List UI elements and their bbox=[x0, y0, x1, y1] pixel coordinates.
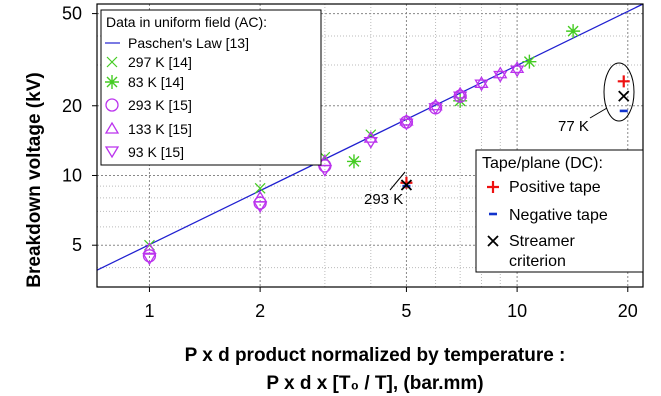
grid bbox=[97, 4, 643, 287]
point-93-k-15 bbox=[317, 164, 333, 177]
point-93-k-15 bbox=[142, 253, 157, 266]
y-tick-label: 20 bbox=[62, 96, 82, 116]
legend-marker-83k bbox=[105, 75, 119, 89]
point-93-k-15 bbox=[509, 65, 525, 78]
x-axis-label-line1: P x d product normalized by temperature … bbox=[185, 345, 566, 366]
annotation-77k-ellipse bbox=[603, 62, 635, 122]
point-133-k-15 bbox=[453, 86, 468, 99]
x-tick-label: 2 bbox=[255, 301, 265, 321]
point-297-k-14 bbox=[254, 182, 266, 194]
legend-ac-entry-133k: 133 K [15] bbox=[128, 121, 192, 137]
legend-marker-133k bbox=[104, 121, 120, 134]
point-83-k-14 bbox=[522, 54, 537, 69]
point-93-k-15 bbox=[252, 201, 268, 214]
point-133-k-15 bbox=[428, 98, 443, 111]
axis-ticks: 1 2 5 10 20 5 10 20 50 bbox=[62, 4, 638, 321]
y-tick-label: 10 bbox=[62, 165, 82, 185]
legend-marker-293k bbox=[105, 98, 119, 112]
legend-ac-entry-paschen: Paschen's Law [13] bbox=[128, 35, 249, 51]
point-133-k-15 bbox=[509, 61, 525, 74]
x-tick-label: 1 bbox=[144, 301, 154, 321]
x-axis-label-line2: P x d x [T₀ / T], (bar.mm) bbox=[266, 373, 483, 394]
x-tick-label: 10 bbox=[507, 301, 527, 321]
annotation-77k-leader bbox=[589, 107, 608, 119]
legend-ac-title: Data in uniform field (AC): bbox=[106, 14, 267, 30]
legend-dc-entry-criterion: criterion bbox=[509, 253, 566, 270]
legend-marker-positive bbox=[487, 181, 499, 193]
point-133-k-15 bbox=[142, 242, 157, 254]
point-293-k-15 bbox=[142, 249, 157, 263]
point-133-k-15 bbox=[474, 76, 489, 88]
annotation-293k-leader bbox=[389, 171, 406, 191]
y-axis-label: Breakdown voltage (kV) bbox=[24, 72, 45, 287]
legend-ac-entry-297k: 297 K [14] bbox=[128, 54, 192, 70]
point-streamer-criterion bbox=[618, 90, 630, 102]
point-positive-tape bbox=[617, 75, 630, 88]
plot-frame bbox=[96, 3, 644, 288]
point-93-k-15 bbox=[493, 70, 508, 83]
point-83-k-14 bbox=[453, 93, 468, 108]
y-tick-label: 5 bbox=[72, 235, 82, 255]
annotation-77k: 77 K bbox=[558, 118, 589, 135]
point-93-k-15 bbox=[363, 136, 378, 149]
legend-marker-93k bbox=[104, 146, 120, 159]
legend-positive-swatch bbox=[487, 181, 499, 193]
legend-93k-swatch bbox=[104, 146, 120, 159]
legend-dc: Tape/plane (DC): Positive tape Negative … bbox=[475, 149, 644, 273]
x-tick-label: 5 bbox=[401, 301, 411, 321]
annotation-293k: 293 K bbox=[364, 191, 403, 208]
legend-streamer-swatch bbox=[487, 235, 499, 247]
legend-133k-swatch bbox=[104, 121, 120, 134]
legend-ac-entry-93k: 93 K [15] bbox=[128, 144, 184, 160]
point-93-k-15 bbox=[399, 118, 414, 131]
y-tick-label: 50 bbox=[62, 4, 82, 24]
legend-dc-entry-streamer: Streamer bbox=[509, 233, 575, 250]
legend-dc-entry-negative: Negative tape bbox=[509, 207, 608, 224]
legend-dc-box bbox=[475, 149, 644, 273]
legend-297k-swatch bbox=[106, 56, 118, 68]
point-83-k-14 bbox=[566, 24, 581, 39]
legend-ac: Data in uniform field (AC): Paschen's La… bbox=[100, 9, 322, 166]
legend-dc-entry-positive: Positive tape bbox=[509, 179, 601, 196]
series-layer bbox=[96, 3, 644, 271]
point-133-k-15 bbox=[493, 66, 508, 79]
point-293-k-15 bbox=[253, 196, 267, 210]
point-streamer-criterion bbox=[400, 179, 413, 191]
legend-ac-entry-293k: 293 K [15] bbox=[128, 97, 192, 113]
point-93-k-15 bbox=[474, 79, 489, 92]
legend-83k-swatch bbox=[105, 75, 119, 89]
legend-dc-title: Tape/plane (DC): bbox=[482, 155, 603, 172]
legend-293k-swatch bbox=[105, 98, 119, 112]
legend-ac-entry-83k: 83 K [14] bbox=[128, 74, 184, 90]
point-83-k-14 bbox=[346, 154, 361, 169]
point-93-k-15 bbox=[428, 103, 443, 116]
x-tick-label: 20 bbox=[618, 301, 638, 321]
legend-marker-297k bbox=[106, 56, 118, 68]
point-93-k-15 bbox=[453, 91, 468, 104]
legend-marker-streamer bbox=[487, 235, 499, 247]
legend-ac-box bbox=[100, 9, 322, 166]
